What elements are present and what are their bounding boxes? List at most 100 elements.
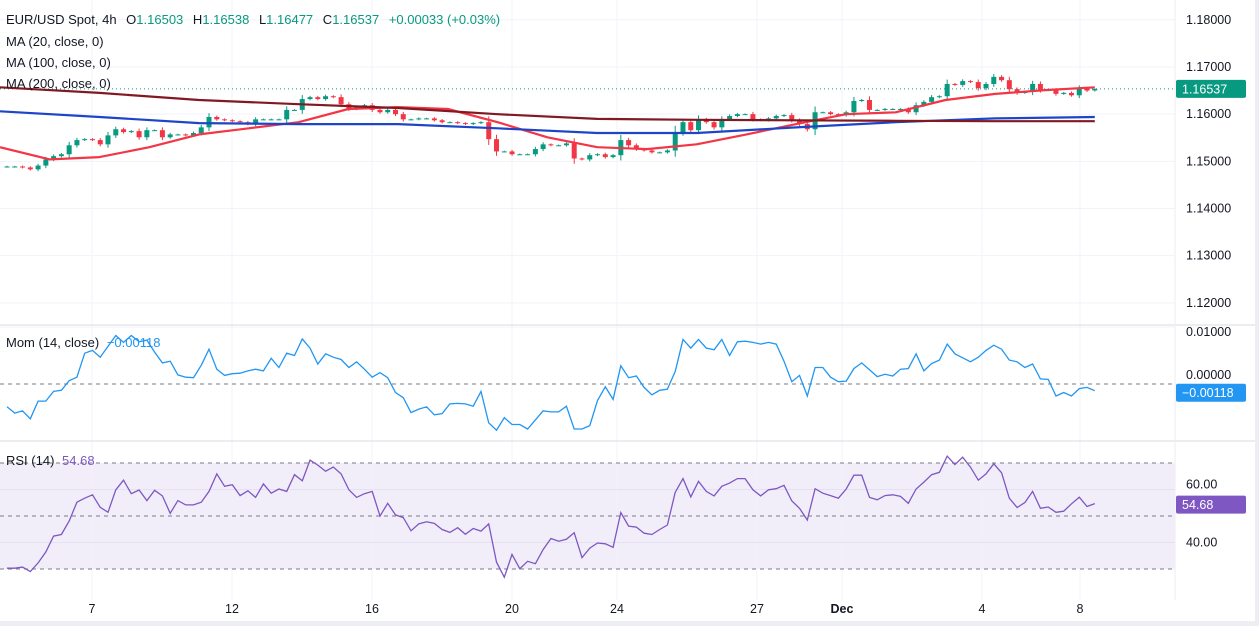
candle-body[interactable]	[51, 156, 57, 160]
candle-body[interactable]	[556, 145, 562, 147]
candle-body[interactable]	[999, 76, 1005, 81]
candle-body[interactable]	[742, 114, 748, 116]
candle-body[interactable]	[455, 122, 461, 124]
candle-body[interactable]	[4, 166, 10, 168]
candle-body[interactable]	[672, 132, 678, 151]
candle-body[interactable]	[260, 119, 266, 121]
candle-body[interactable]	[385, 109, 391, 113]
mom-legend[interactable]: Mom (14, close) −0.00118	[6, 335, 160, 350]
candle-body[interactable]	[159, 130, 165, 138]
candle-body[interactable]	[113, 129, 119, 136]
ma20-line[interactable]	[0, 86, 1095, 161]
candle-body[interactable]	[664, 150, 670, 153]
momentum-line[interactable]	[6, 334, 1096, 432]
candle-body[interactable]	[828, 112, 834, 115]
rsi-line[interactable]	[7, 454, 1096, 579]
candle-body[interactable]	[548, 144, 554, 146]
candle-body[interactable]	[734, 114, 740, 117]
rsi-legend[interactable]: RSI (14) 54.68	[6, 453, 95, 468]
candle-body[interactable]	[222, 119, 228, 121]
candle-body[interactable]	[198, 127, 204, 134]
candle-body[interactable]	[602, 154, 608, 158]
ma100-legend[interactable]: MA (100, close, 0)	[6, 55, 111, 70]
candle-body[interactable]	[307, 97, 313, 100]
candle-body[interactable]	[688, 122, 694, 131]
candle-body[interactable]	[983, 83, 989, 89]
candle-body[interactable]	[268, 119, 274, 121]
candle-body[interactable]	[1092, 88, 1098, 91]
candle-body[interactable]	[1084, 88, 1090, 91]
candle-body[interactable]	[330, 96, 336, 98]
candle-body[interactable]	[128, 131, 134, 133]
candle-body[interactable]	[408, 119, 414, 121]
candle-body[interactable]	[1053, 90, 1059, 94]
candle-body[interactable]	[424, 118, 430, 120]
candle-body[interactable]	[944, 83, 950, 97]
candle-body[interactable]	[276, 119, 282, 121]
ma200-legend[interactable]: MA (200, close, 0)	[6, 76, 111, 91]
candle-body[interactable]	[291, 109, 297, 111]
candle-body[interactable]	[921, 101, 927, 106]
candle-body[interactable]	[579, 158, 585, 160]
candle-body[interactable]	[35, 165, 41, 170]
candle-body[interactable]	[649, 150, 655, 153]
candle-body[interactable]	[991, 76, 997, 84]
candle-body[interactable]	[509, 151, 515, 155]
ma200-line[interactable]	[0, 86, 1095, 123]
candle-body[interactable]	[175, 134, 181, 136]
candle-body[interactable]	[214, 116, 220, 120]
candle-body[interactable]	[905, 108, 911, 113]
candle-body[interactable]	[470, 123, 476, 125]
candle-body[interactable]	[532, 149, 538, 155]
candle-body[interactable]	[595, 154, 601, 156]
candle-body[interactable]	[960, 81, 966, 85]
candle-body[interactable]	[1061, 92, 1067, 94]
candle-body[interactable]	[975, 82, 981, 89]
candle-body[interactable]	[167, 134, 173, 138]
candle-body[interactable]	[610, 155, 616, 158]
candle-body[interactable]	[20, 166, 26, 168]
candle-body[interactable]	[781, 115, 787, 117]
candle-body[interactable]	[494, 139, 500, 152]
candle-body[interactable]	[315, 97, 321, 100]
candle-body[interactable]	[89, 139, 95, 141]
candle-body[interactable]	[27, 167, 33, 170]
candle-body[interactable]	[416, 118, 422, 120]
candle-body[interactable]	[936, 96, 942, 98]
candle-body[interactable]	[338, 97, 344, 105]
candle-body[interactable]	[1068, 92, 1074, 96]
candle-body[interactable]	[1037, 83, 1043, 91]
candle-body[interactable]	[121, 129, 127, 133]
candle-body[interactable]	[58, 154, 64, 157]
candle-body[interactable]	[727, 116, 733, 120]
candle-body[interactable]	[183, 134, 189, 136]
candle-body[interactable]	[97, 140, 103, 145]
candle-body[interactable]	[447, 122, 453, 124]
candle-body[interactable]	[1030, 83, 1036, 92]
candle-body[interactable]	[74, 140, 80, 146]
candle-body[interactable]	[719, 119, 725, 128]
candle-body[interactable]	[711, 122, 717, 128]
candle-body[interactable]	[1076, 88, 1082, 96]
candle-body[interactable]	[952, 83, 958, 85]
candle-body[interactable]	[190, 133, 196, 136]
candle-body[interactable]	[680, 122, 686, 133]
candle-body[interactable]	[105, 135, 111, 145]
candle-body[interactable]	[859, 100, 865, 101]
candle-body[interactable]	[393, 109, 398, 115]
candle-body[interactable]	[773, 116, 779, 119]
candle-body[interactable]	[890, 108, 896, 110]
candle-body[interactable]	[229, 120, 235, 122]
candle-body[interactable]	[431, 118, 437, 121]
candle-body[interactable]	[144, 130, 150, 138]
candle-body[interactable]	[929, 97, 935, 102]
candle-body[interactable]	[696, 119, 702, 131]
candle-body[interactable]	[913, 105, 919, 113]
candle-body[interactable]	[657, 152, 663, 154]
candle-body[interactable]	[478, 122, 484, 124]
candle-body[interactable]	[571, 143, 577, 159]
candle-body[interactable]	[152, 130, 158, 132]
candle-body[interactable]	[633, 145, 639, 150]
candle-body[interactable]	[563, 143, 569, 146]
